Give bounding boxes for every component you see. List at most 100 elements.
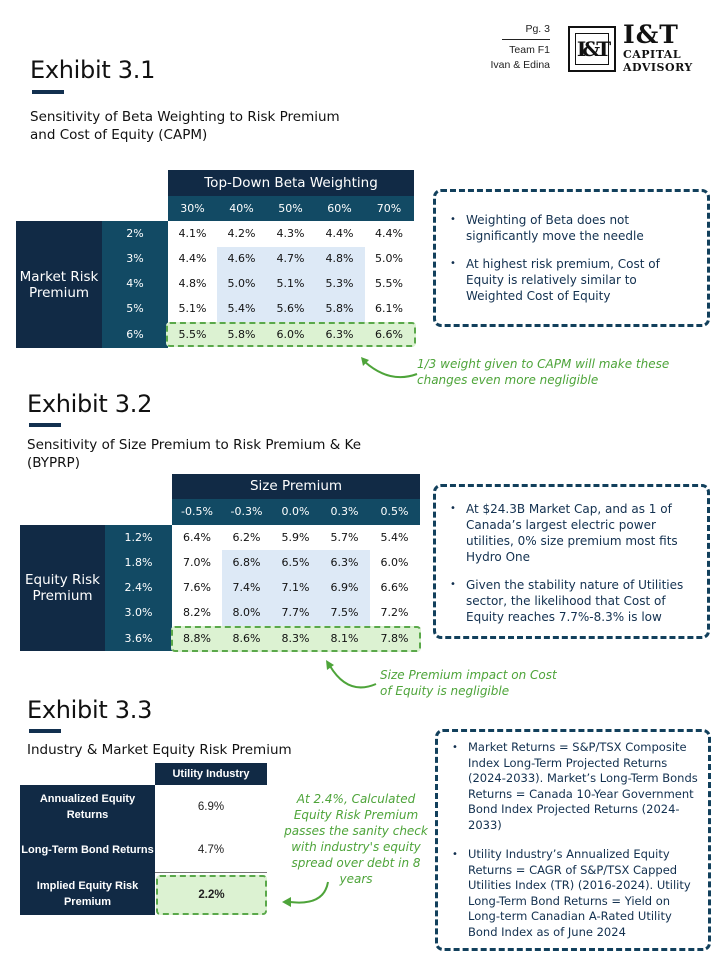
table-cell: 5.3% bbox=[325, 277, 354, 290]
column-header: 0.0% bbox=[281, 505, 310, 518]
table-cell: 8.1% bbox=[330, 632, 359, 645]
note-bullet: Weighting of Beta does not significantly… bbox=[450, 212, 697, 244]
table-cell: 4.8% bbox=[325, 252, 354, 265]
row-label: 6% bbox=[126, 328, 144, 341]
logo-monogram: I&T bbox=[575, 33, 611, 65]
row-header-column bbox=[102, 221, 168, 348]
table-cell: 5.1% bbox=[276, 277, 305, 290]
exhibit-31-notes: Weighting of Beta does not significantly… bbox=[433, 189, 710, 327]
table-cell: 6.6% bbox=[380, 581, 409, 594]
table-cell: 8.6% bbox=[232, 632, 261, 645]
table-cell: 8.2% bbox=[183, 606, 211, 619]
row-label: 4% bbox=[126, 277, 144, 290]
column-header: Utility Industry bbox=[155, 763, 267, 785]
table-cell: 6.0% bbox=[380, 556, 409, 569]
highlight-region bbox=[217, 247, 365, 323]
table-cell: 7.8% bbox=[380, 632, 409, 645]
highlight-region bbox=[222, 550, 370, 626]
table-cell: 5.1% bbox=[178, 302, 207, 315]
row-group-header: Equity Risk Premium bbox=[20, 525, 105, 651]
column-group-header: Top-Down Beta Weighting bbox=[168, 170, 414, 196]
column-header-row bbox=[168, 196, 414, 221]
curved-arrow-icon bbox=[361, 357, 418, 378]
subtitle-line: Sensitivity of Beta Weighting to Risk Pr… bbox=[30, 109, 340, 125]
exhibit-31-annotation: 1/3 weight given to CAPM will make these… bbox=[417, 357, 670, 387]
exhibit-33-notes: Market Returns = S&P/TSX Composite Index… bbox=[435, 729, 711, 951]
table-cell: 5.9% bbox=[281, 531, 310, 544]
table-cell: 4.3% bbox=[276, 227, 305, 240]
exhibit-33-underline bbox=[29, 729, 61, 733]
highlight-row bbox=[166, 322, 416, 347]
table-cell: 6.9% bbox=[197, 801, 225, 813]
row-label: 3% bbox=[126, 252, 144, 265]
exhibit-32-annotation: Size Premium impact on Cost of Equity is… bbox=[380, 668, 557, 698]
table-cell: 7.7% bbox=[281, 606, 310, 619]
table-cell: 5.7% bbox=[330, 531, 359, 544]
table-cell: 4.2% bbox=[227, 227, 256, 240]
logo-mark: I&T bbox=[568, 26, 616, 72]
row-label: 3.0% bbox=[124, 606, 153, 619]
table-cell: 6.9% bbox=[330, 581, 359, 594]
table-cell: 5.5% bbox=[375, 277, 403, 290]
curved-arrow-icon bbox=[282, 881, 329, 907]
exhibit-31-subtitle: Sensitivity of Beta Weighting to Risk Pr… bbox=[30, 108, 340, 144]
table-cell: 8.0% bbox=[232, 606, 261, 619]
table-cell: 6.5% bbox=[281, 556, 310, 569]
column-header: 30% bbox=[180, 202, 205, 215]
exhibit-31-underline bbox=[32, 90, 64, 94]
column-header: 60% bbox=[327, 202, 352, 215]
table-cell: 4.1% bbox=[178, 227, 207, 240]
exhibit-32-notes: At $24.3B Market Cap, and as 1 of Canada… bbox=[433, 484, 710, 639]
table-cell: 4.7% bbox=[276, 252, 305, 265]
exhibit-32-title: Exhibit 3.2 bbox=[27, 390, 153, 418]
column-header: 0.3% bbox=[330, 505, 359, 518]
note-bullet: At highest risk premium, Cost of Equity … bbox=[450, 256, 697, 304]
subtitle-line: and Cost of Equity (CAPM) bbox=[30, 127, 208, 143]
note-bullet: Market Returns = S&P/TSX Composite Index… bbox=[452, 740, 698, 833]
note-bullet: Given the stability nature of Utilities … bbox=[450, 577, 697, 625]
table-cell: 5.0% bbox=[227, 277, 256, 290]
column-header: 40% bbox=[229, 202, 254, 215]
table-cell: 5.8% bbox=[325, 302, 354, 315]
exhibit-32-underline bbox=[29, 423, 61, 427]
table-cell: 7.6% bbox=[183, 581, 211, 594]
highlight-row bbox=[171, 626, 421, 652]
table-cell: 5.5% bbox=[178, 328, 207, 341]
row-header-column bbox=[105, 525, 172, 651]
table-cell: 4.6% bbox=[227, 252, 256, 265]
table-cell: 7.1% bbox=[281, 581, 310, 594]
table-cell: 4.7% bbox=[197, 844, 225, 856]
logo-name: I&T bbox=[623, 20, 679, 49]
column-header: -0.3% bbox=[230, 505, 263, 518]
team-name: Team F1 bbox=[509, 44, 550, 56]
row-label: 2.4% bbox=[124, 581, 153, 594]
table-cell: 6.8% bbox=[232, 556, 261, 569]
curved-arrow-icon bbox=[326, 660, 377, 689]
exhibit-31-title: Exhibit 3.1 bbox=[30, 56, 156, 84]
column-group-header: Size Premium bbox=[172, 474, 420, 499]
table-cell: 6.3% bbox=[325, 328, 354, 341]
exhibit-33-title: Exhibit 3.3 bbox=[27, 696, 153, 724]
table-cell: 7.4% bbox=[232, 581, 261, 594]
logo-line1: CAPITAL bbox=[623, 48, 682, 61]
table-cell: 7.5% bbox=[330, 606, 359, 619]
table-cell: 4.4% bbox=[178, 252, 207, 265]
table-cell: 4.4% bbox=[325, 227, 354, 240]
row-label: 1.2% bbox=[124, 531, 153, 544]
table-cell: 6.3% bbox=[330, 556, 359, 569]
table-cell: 7.2% bbox=[380, 606, 409, 619]
row-label: Annualized Equity Returns bbox=[39, 793, 136, 821]
divider bbox=[155, 872, 267, 873]
column-header: -0.5% bbox=[181, 505, 213, 518]
note-bullet: At $24.3B Market Cap, and as 1 of Canada… bbox=[450, 501, 697, 565]
table-cell: 8.8% bbox=[183, 632, 211, 645]
highlight-cell: 2.2% bbox=[156, 875, 267, 915]
table-cell: 4.8% bbox=[178, 277, 207, 290]
column-header: 70% bbox=[376, 202, 402, 215]
row-group-header: Market Risk Premium bbox=[16, 221, 102, 348]
table-cell: 6.0% bbox=[276, 328, 305, 341]
note-bullet: Utility Industry’s Annualized Equity Ret… bbox=[452, 847, 698, 940]
exhibit-32-subtitle: Sensitivity of Size Premium to Risk Prem… bbox=[27, 436, 361, 472]
row-label: Long-Term Bond Returns bbox=[21, 844, 154, 856]
table-cell: 5.0% bbox=[375, 252, 403, 265]
